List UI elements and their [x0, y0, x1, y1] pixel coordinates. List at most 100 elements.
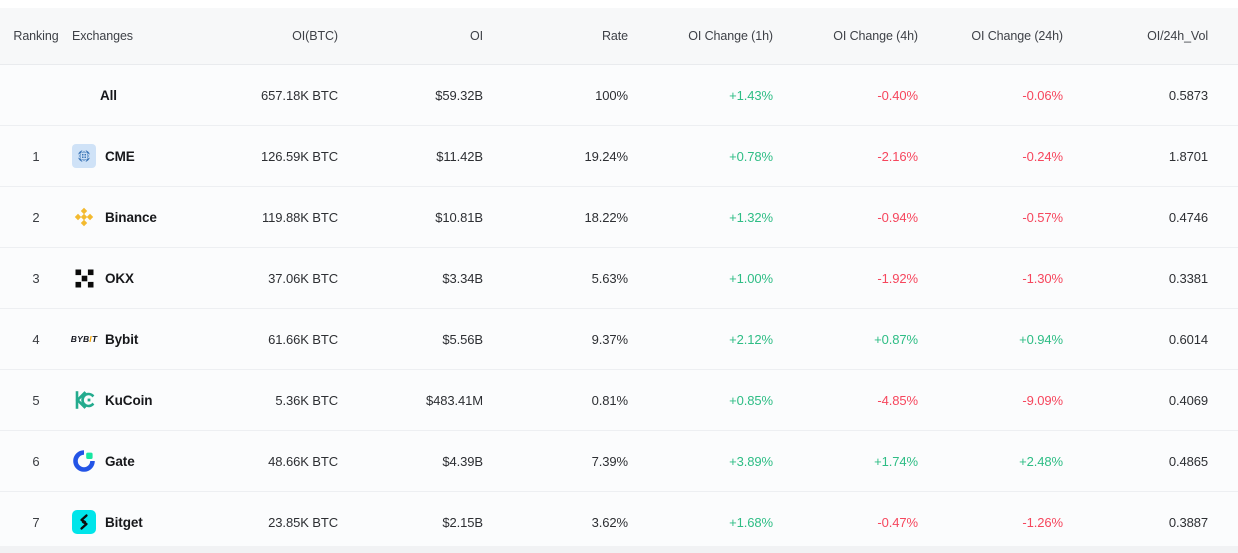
- oi-change-24h-value: -0.57%: [1022, 209, 1063, 225]
- exchange-name: Bybit: [105, 331, 139, 347]
- oi-change-1h-value: +0.85%: [729, 392, 773, 408]
- rank-value: 4: [32, 331, 40, 347]
- kucoin-logo-icon: [72, 388, 96, 412]
- exchange-cell: Gate: [60, 449, 193, 473]
- oi-change-24h-value: -1.30%: [1022, 270, 1063, 286]
- oi-24h-vol-value: 0.6014: [1168, 331, 1208, 347]
- rate-value: 3.62%: [591, 514, 628, 530]
- oi-24h-vol-value: 0.5873: [1168, 87, 1208, 103]
- oi-change-4h-value: +0.87%: [874, 331, 918, 347]
- table-header-row: Ranking Exchanges OI(BTC) OI Rate OI Cha…: [0, 8, 1238, 65]
- exchange-cell: CME: [60, 144, 193, 168]
- rank-value: 5: [32, 392, 40, 408]
- oi-value: $3.34B: [442, 270, 483, 286]
- oi-btc-value: 23.85K BTC: [268, 514, 338, 530]
- exchange-cell: OKX: [60, 266, 193, 290]
- oi-change-24h-value: +0.94%: [1019, 331, 1063, 347]
- binance-logo-icon: [72, 205, 96, 229]
- exchange-name: Binance: [105, 209, 157, 225]
- col-header-oi-change-4h[interactable]: OI Change (4h): [833, 29, 918, 43]
- oi-change-24h-value: -9.09%: [1022, 392, 1063, 408]
- table-row-gate[interactable]: 6 Gate 48.66K BTC $4.39B 7.39% +3.89% +1…: [0, 431, 1238, 492]
- exchange-name: KuCoin: [105, 392, 153, 408]
- oi-value: $11.42B: [436, 148, 483, 164]
- okx-logo-icon: [72, 266, 96, 290]
- oi-change-4h-value: -0.47%: [877, 514, 918, 530]
- oi-change-4h-value: -4.85%: [877, 392, 918, 408]
- oi-change-24h-value: +2.48%: [1019, 453, 1063, 469]
- table-row-cme[interactable]: 1 CME 126.59K BTC $11.42B 19.24% +0.78% …: [0, 126, 1238, 187]
- oi-btc-value: 48.66K BTC: [268, 453, 338, 469]
- rank-value: 7: [32, 514, 40, 530]
- oi-change-1h-value: +1.00%: [729, 270, 773, 286]
- oi-btc-value: 5.36K BTC: [275, 392, 338, 408]
- col-header-oi-change-1h[interactable]: OI Change (1h): [688, 29, 773, 43]
- rank-value: 1: [32, 148, 40, 164]
- col-header-rate[interactable]: Rate: [601, 29, 628, 43]
- oi-change-1h-value: +1.68%: [729, 514, 773, 530]
- bitget-logo-icon: [72, 510, 96, 534]
- rate-value: 19.24%: [584, 148, 629, 164]
- oi-change-24h-value: -0.06%: [1022, 87, 1063, 103]
- exchange-cell: Binance: [60, 205, 193, 229]
- col-header-oi[interactable]: OI: [470, 29, 483, 43]
- oi-btc-value: 119.88K BTC: [262, 209, 338, 225]
- oi-change-4h-value: -0.94%: [877, 209, 918, 225]
- oi-24h-vol-value: 0.4069: [1168, 392, 1208, 408]
- oi-btc-value: 61.66K BTC: [268, 331, 338, 347]
- table-row-okx[interactable]: 3 OKX 37.06K BTC $3.34B 5.63% +1.00% -1.…: [0, 248, 1238, 309]
- oi-change-4h-value: +1.74%: [874, 453, 918, 469]
- oi-change-1h-value: +2.12%: [729, 331, 773, 347]
- col-header-exchanges[interactable]: Exchanges: [72, 29, 133, 43]
- next-row-top-strip: [0, 546, 1238, 553]
- exchange-cell: KuCoin: [60, 388, 193, 412]
- oi-24h-vol-value: 1.8701: [1168, 148, 1208, 164]
- table-row-kucoin[interactable]: 5 KuCoin 5.36K BTC $483.41M 0.81% +0.85%…: [0, 370, 1238, 431]
- exchange-cell: BYBIT Bybit: [60, 327, 193, 351]
- oi-change-1h-value: +1.43%: [729, 87, 773, 103]
- oi-24h-vol-value: 0.4746: [1168, 209, 1208, 225]
- exchange-name: CME: [105, 148, 135, 164]
- oi-change-4h-value: -2.16%: [877, 148, 918, 164]
- oi-change-1h-value: +1.32%: [729, 209, 773, 225]
- oi-change-1h-value: +3.89%: [729, 453, 773, 469]
- col-header-oi-change-24h[interactable]: OI Change (24h): [971, 29, 1063, 43]
- rate-value: 7.39%: [591, 453, 628, 469]
- oi-value: $483.41M: [425, 392, 483, 408]
- table-row-bitget[interactable]: 7 Bitget 23.85K BTC $2.15B 3.62% +1.68% …: [0, 492, 1238, 553]
- rate-value: 5.63%: [591, 270, 628, 286]
- oi-24h-vol-value: 0.3887: [1168, 514, 1208, 530]
- table-row-all[interactable]: All 657.18K BTC $59.32B 100% +1.43% -0.4…: [0, 65, 1238, 126]
- oi-btc-value: 37.06K BTC: [268, 270, 338, 286]
- gate-logo-icon: [72, 449, 96, 473]
- oi-change-4h-value: -0.40%: [877, 87, 918, 103]
- exchange-name: OKX: [105, 270, 134, 286]
- table-row-binance[interactable]: 2 Binance 119.88K BTC $10.81B 18.22% +1.…: [0, 187, 1238, 248]
- oi-change-24h-value: -1.26%: [1022, 514, 1063, 530]
- oi-24h-vol-value: 0.4865: [1168, 453, 1208, 469]
- col-header-oi-btc[interactable]: OI(BTC): [292, 29, 338, 43]
- rank-value: 2: [32, 209, 40, 225]
- col-header-oi-24h-vol[interactable]: OI/24h_Vol: [1147, 29, 1208, 43]
- oi-btc-value: 657.18K BTC: [261, 87, 338, 103]
- oi-change-24h-value: -0.24%: [1022, 148, 1063, 164]
- col-header-ranking[interactable]: Ranking: [13, 29, 59, 43]
- exchange-name: All: [100, 87, 117, 103]
- top-spacer: [0, 0, 1238, 8]
- oi-24h-vol-value: 0.3381: [1168, 270, 1208, 286]
- exchange-cell: All: [60, 88, 193, 103]
- rank-value: 6: [32, 453, 40, 469]
- oi-value: $59.32B: [435, 87, 483, 103]
- exchange-name: Bitget: [105, 514, 143, 530]
- bybit-logo-icon: BYBIT: [70, 334, 98, 344]
- oi-change-4h-value: -1.92%: [877, 270, 918, 286]
- oi-value: $4.39B: [442, 453, 483, 469]
- oi-value: $10.81B: [435, 209, 483, 225]
- oi-value: $2.15B: [442, 514, 483, 530]
- oi-btc-value: 126.59K BTC: [261, 148, 338, 164]
- table-row-bybit[interactable]: 4 BYBIT Bybit 61.66K BTC $5.56B 9.37% +2…: [0, 309, 1238, 370]
- exchange-name: Gate: [105, 453, 135, 469]
- rate-value: 18.22%: [584, 209, 629, 225]
- oi-change-1h-value: +0.78%: [729, 148, 773, 164]
